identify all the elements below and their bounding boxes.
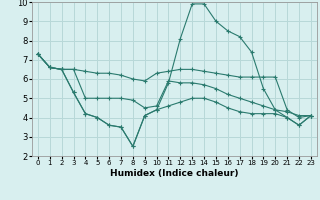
X-axis label: Humidex (Indice chaleur): Humidex (Indice chaleur) xyxy=(110,169,239,178)
